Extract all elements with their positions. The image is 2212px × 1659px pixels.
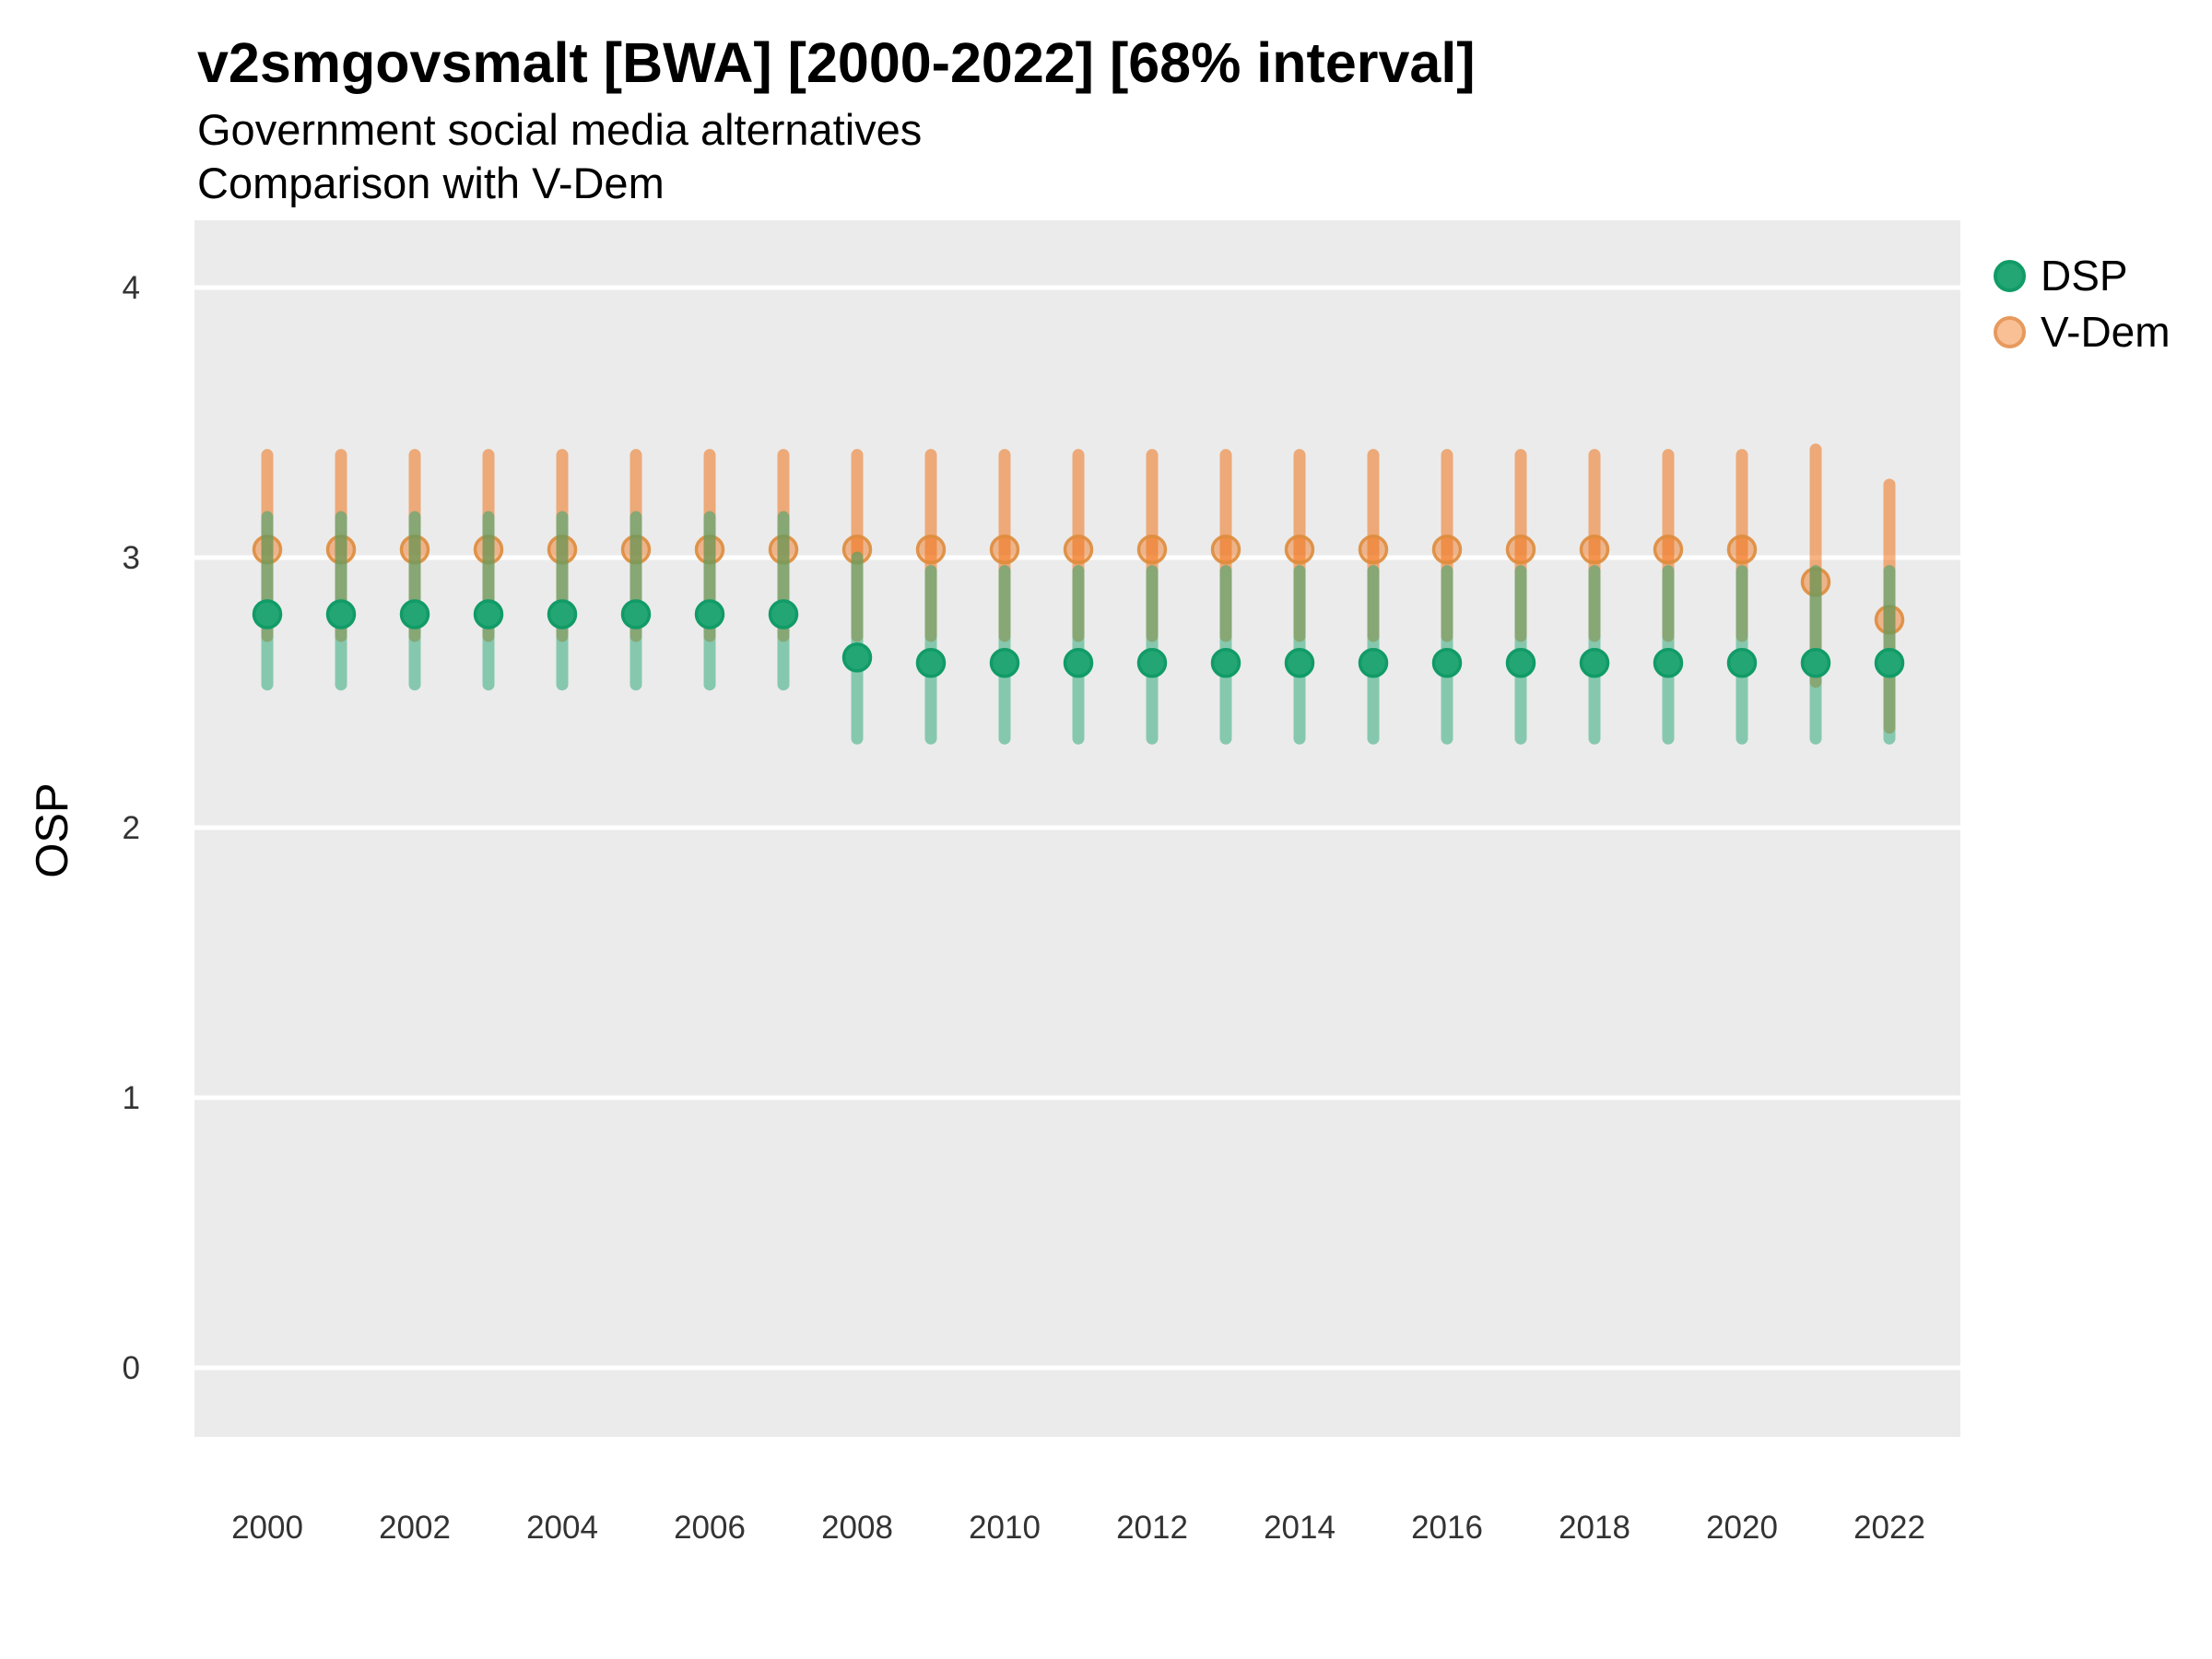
legend: DSP V-Dem	[1994, 254, 2171, 371]
dsp-point-2012	[1136, 648, 1168, 678]
vdem-point-2011	[1063, 534, 1094, 565]
vdem-legend-swatch-icon	[1994, 315, 2026, 348]
chart-title: v2smgovsmalt [BWA] [2000-2022] [68% inte…	[197, 31, 1476, 94]
dsp-point-2010	[989, 648, 1020, 678]
x-tick-label-2022: 2022	[1853, 1510, 1925, 1546]
dsp-point-2022	[1874, 648, 1905, 678]
y-tick-label-0: 0	[123, 1350, 140, 1386]
dsp-point-2003	[473, 599, 504, 629]
y-tick-label-4: 4	[123, 270, 140, 306]
dsp-legend-swatch-icon	[1994, 259, 2026, 292]
vdem-point-2009	[915, 534, 947, 565]
dsp-point-2017	[1505, 648, 1536, 678]
dsp-point-2008	[841, 642, 873, 673]
x-tick-label-2000: 2000	[231, 1510, 303, 1546]
legend-entry-dsp: DSP	[1994, 254, 2171, 297]
dsp-point-2013	[1210, 648, 1241, 678]
dsp-point-2001	[325, 599, 357, 629]
y-tick-label-3: 3	[123, 540, 140, 576]
dsp-point-2019	[1653, 648, 1684, 678]
x-tick-label-2020: 2020	[1706, 1510, 1778, 1546]
vdem-point-2015	[1358, 534, 1389, 565]
x-tick-label-2002: 2002	[379, 1510, 451, 1546]
legend-entry-vdem: V-Dem	[1994, 311, 2171, 353]
vdem-point-2012	[1136, 534, 1168, 565]
vdem-point-2013	[1210, 534, 1241, 565]
dsp-point-2009	[915, 648, 947, 678]
vdem-point-2014	[1284, 534, 1315, 565]
dsp-point-2011	[1063, 648, 1094, 678]
x-tick-label-2004: 2004	[526, 1510, 598, 1546]
dsp-point-2016	[1431, 648, 1463, 678]
x-tick-label-2008: 2008	[821, 1510, 893, 1546]
legend-label-vdem: V-Dem	[2041, 308, 2171, 356]
x-tick-label-2016: 2016	[1411, 1510, 1483, 1546]
dsp-point-2015	[1358, 648, 1389, 678]
x-tick-label-2006: 2006	[674, 1510, 746, 1546]
dsp-point-2004	[547, 599, 578, 629]
y-axis-title: OSP	[28, 782, 77, 878]
dsp-point-2021	[1800, 648, 1831, 678]
vdem-point-2019	[1653, 534, 1684, 565]
dsp-point-2002	[399, 599, 430, 629]
chart-subtitle-line2: Comparison with V-Dem	[197, 159, 665, 207]
legend-label-dsp: DSP	[2041, 252, 2128, 300]
vdem-point-2018	[1579, 534, 1610, 565]
vdem-point-2010	[989, 534, 1020, 565]
dsp-point-2014	[1284, 648, 1315, 678]
x-tick-label-2014: 2014	[1264, 1510, 1335, 1546]
vdem-point-2020	[1726, 534, 1758, 565]
chart-subtitle-line1: Government social media alternatives	[197, 105, 923, 154]
x-tick-label-2018: 2018	[1559, 1510, 1630, 1546]
dsp-point-2020	[1726, 648, 1758, 678]
vdem-point-2017	[1505, 534, 1536, 565]
dsp-point-2005	[620, 599, 652, 629]
dsp-point-2018	[1579, 648, 1610, 678]
y-tick-label-2: 2	[123, 810, 140, 846]
x-tick-label-2012: 2012	[1116, 1510, 1188, 1546]
dsp-point-2000	[252, 599, 283, 629]
vdem-point-2016	[1431, 534, 1463, 565]
dsp-point-2007	[768, 599, 799, 629]
dsp-point-2006	[694, 599, 725, 629]
x-tick-label-2010: 2010	[969, 1510, 1041, 1546]
y-tick-label-1: 1	[123, 1080, 140, 1116]
